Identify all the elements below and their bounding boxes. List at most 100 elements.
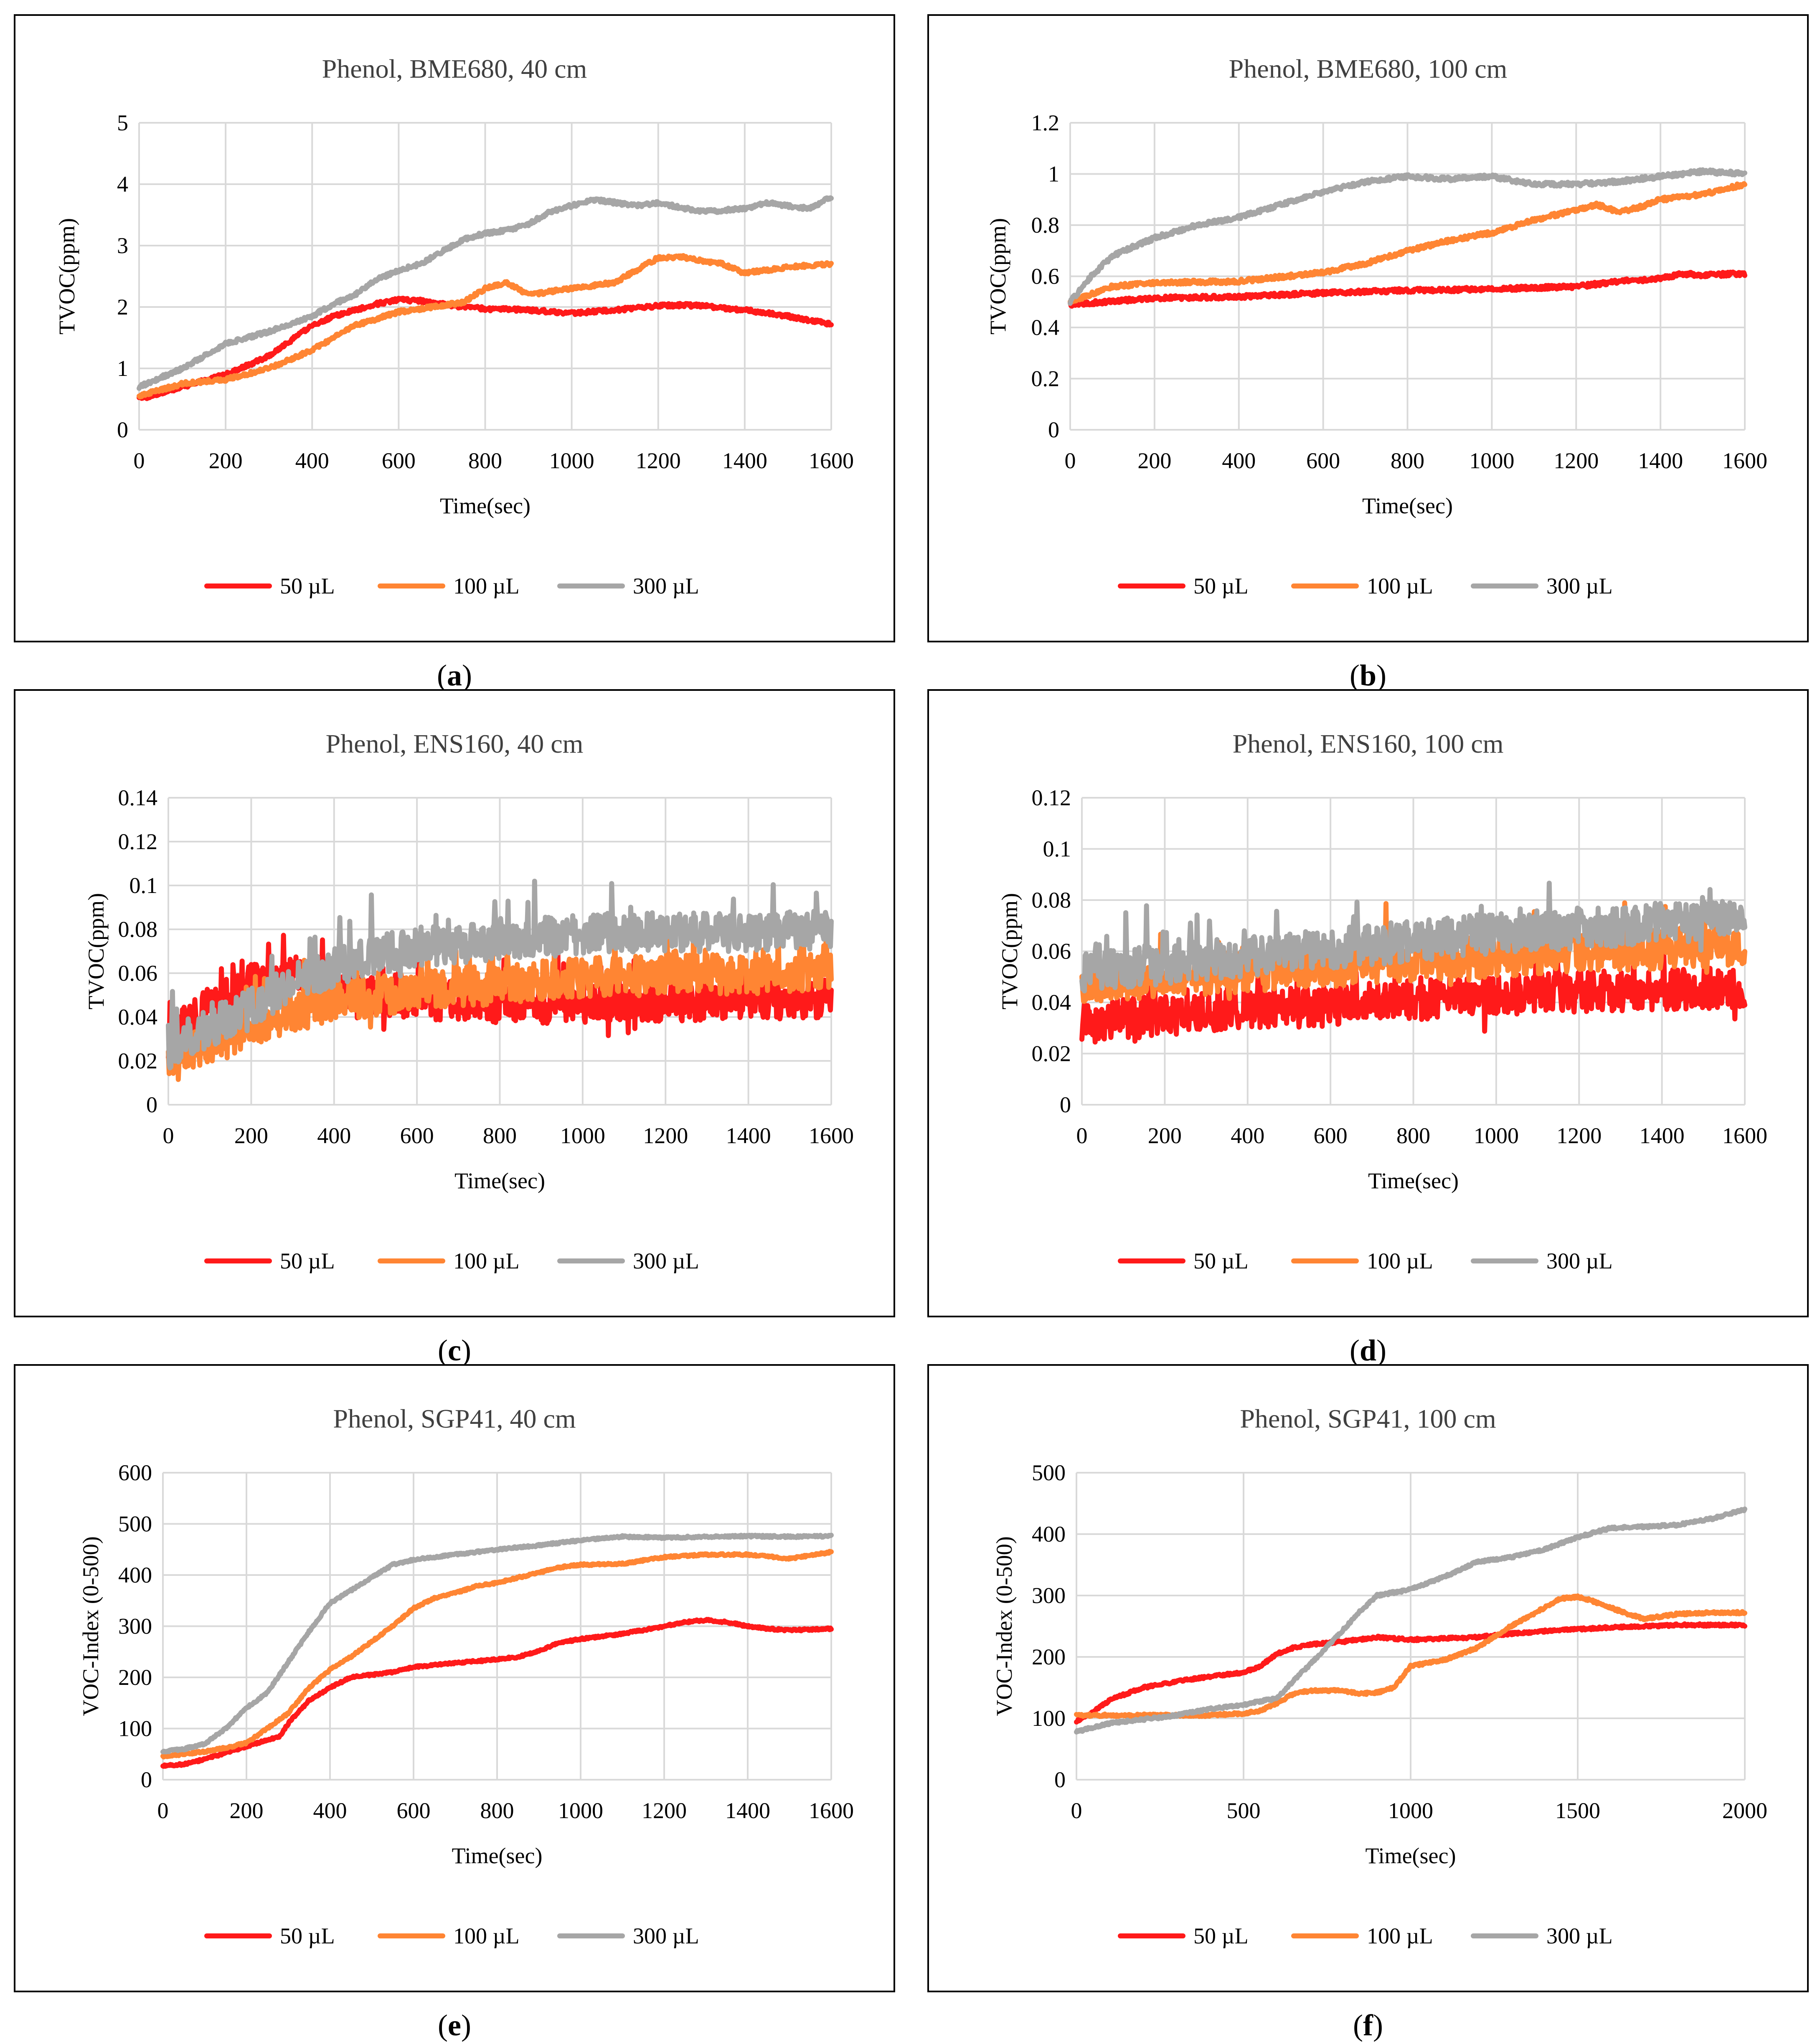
panel-caption: (b) — [1350, 659, 1386, 692]
panel-frame — [927, 1364, 1809, 1992]
x-tick-label: 0 — [1076, 1123, 1088, 1148]
panel-caption: (f) — [1353, 2009, 1383, 2042]
x-tick-label: 1000 — [549, 448, 594, 473]
x-axis-title: Time(sec) — [1362, 493, 1453, 518]
y-tick-label: 1.2 — [1031, 110, 1060, 135]
x-tick-label: 1200 — [636, 448, 681, 473]
chart-panel-d: Phenol, ENS160, 100 cm 0 0.02 0.04 0.06 0.08 0… — [927, 689, 1809, 1317]
y-axis-title: TVOC(ppm) — [997, 893, 1022, 1010]
y-tick-label: 3 — [117, 233, 128, 258]
x-tick-label: 400 — [317, 1123, 351, 1148]
x-tick-label: 1500 — [1555, 1798, 1600, 1823]
y-tick-label: 500 — [118, 1512, 152, 1537]
y-tick-label: 100 — [118, 1716, 152, 1741]
series-line-2 — [1079, 900, 1747, 1004]
x-tick-label: 200 — [234, 1123, 268, 1148]
panel-caption: (d) — [1350, 1334, 1386, 1367]
x-tick-label: 0 — [134, 448, 145, 473]
y-tick-label: 0 — [1060, 1092, 1071, 1117]
y-tick-label: 0 — [1054, 1767, 1066, 1792]
legend-label: 100 µL — [453, 1248, 520, 1273]
panel-frame — [14, 14, 895, 642]
y-tick-label: 0 — [1048, 417, 1059, 442]
y-tick-label: 0.14 — [118, 785, 158, 810]
chart-title: Phenol, ENS160, 100 cm — [1233, 729, 1504, 758]
x-tick-label: 400 — [1222, 448, 1256, 473]
panel-caption: (c) — [438, 1334, 471, 1367]
legend-label: 300 µL — [1546, 573, 1613, 599]
x-tick-label: 1200 — [643, 1123, 688, 1148]
series-line-2 — [166, 913, 834, 1082]
y-tick-label: 0.4 — [1031, 315, 1060, 340]
y-tick-label: 0.08 — [1032, 888, 1071, 913]
y-tick-label: 300 — [118, 1614, 152, 1639]
chart-title: Phenol, SGP41, 100 cm — [1240, 1404, 1496, 1433]
x-tick-label: 600 — [400, 1123, 434, 1148]
y-tick-label: 0.06 — [118, 961, 158, 986]
y-tick-label: 0.06 — [1032, 939, 1071, 964]
y-tick-label: 0.6 — [1031, 264, 1060, 289]
x-tick-label: 200 — [1148, 1123, 1182, 1148]
legend-label: 300 µL — [1546, 1248, 1613, 1273]
series-line-1 — [1079, 938, 1747, 1045]
x-tick-label: 1600 — [809, 1798, 854, 1823]
x-tick-label: 600 — [397, 1798, 431, 1823]
chart-panel-f: Phenol, SGP41, 100 cm 0 100 200 300 400 500 0 50… — [927, 1364, 1809, 1992]
x-tick-label: 1600 — [1722, 1123, 1767, 1148]
series-line-3 — [1068, 167, 1747, 306]
y-tick-label: 300 — [1032, 1583, 1066, 1608]
y-tick-label: 0.1 — [1043, 837, 1071, 862]
x-tick-label: 800 — [1391, 448, 1424, 473]
x-tick-label: 800 — [1396, 1123, 1430, 1148]
chart-panel-b: Phenol, BME680, 100 cm 0 0.2 0.4 0.6 0.8 1 1.2 0… — [927, 14, 1809, 642]
series-line-1 — [1068, 269, 1747, 309]
y-tick-label: 0.08 — [118, 917, 158, 942]
y-tick-label: 0.2 — [1031, 366, 1060, 391]
series-line-3 — [166, 878, 834, 1070]
x-tick-label: 800 — [468, 448, 502, 473]
y-tick-label: 0.02 — [118, 1048, 158, 1073]
series-line-1 — [137, 295, 834, 401]
x-axis-title: Time(sec) — [1366, 1843, 1456, 1868]
chart-panel-c: Phenol, ENS160, 40 cm 0 0.02 0.04 0.06 0.08 0.… — [14, 689, 895, 1317]
y-tick-label: 1 — [117, 356, 128, 381]
x-axis-title: Time(sec) — [1368, 1168, 1459, 1193]
x-axis-title: Time(sec) — [454, 1168, 545, 1193]
x-tick-label: 1600 — [809, 1123, 854, 1148]
y-tick-label: 200 — [118, 1665, 152, 1690]
x-tick-label: 0 — [1071, 1798, 1082, 1823]
legend-label: 300 µL — [633, 1248, 699, 1273]
x-tick-label: 200 — [230, 1798, 264, 1823]
y-tick-label: 2 — [117, 294, 128, 320]
y-tick-label: 0 — [146, 1092, 157, 1117]
y-tick-label: 200 — [1032, 1644, 1066, 1669]
legend-label: 100 µL — [1367, 1248, 1433, 1273]
x-tick-label: 400 — [313, 1798, 347, 1823]
legend-label: 100 µL — [1367, 573, 1433, 599]
legend-label: 50 µL — [280, 1248, 335, 1273]
legend-label: 50 µL — [280, 1923, 335, 1948]
x-tick-label: 600 — [1314, 1123, 1348, 1148]
x-tick-label: 0 — [157, 1798, 169, 1823]
x-tick-label: 1000 — [1388, 1798, 1433, 1823]
y-tick-label: 0.04 — [1032, 990, 1071, 1015]
series-line-2 — [160, 1549, 834, 1760]
x-tick-label: 1600 — [1722, 448, 1767, 473]
legend-label: 100 µL — [453, 573, 520, 599]
series-line-3 — [137, 195, 834, 391]
legend-label: 300 µL — [633, 1923, 699, 1948]
series-line-1 — [1074, 1621, 1747, 1725]
legend-label: 300 µL — [1546, 1923, 1613, 1948]
x-tick-label: 600 — [1306, 448, 1340, 473]
x-tick-label: 500 — [1227, 1798, 1261, 1823]
chart-panel-e: Phenol, SGP41, 40 cm 0 100 200 300 400 500 600 0… — [14, 1364, 895, 1992]
x-axis-title: Time(sec) — [452, 1843, 543, 1868]
y-tick-label: 4 — [117, 172, 128, 197]
x-tick-label: 400 — [295, 448, 329, 473]
y-tick-label: 400 — [118, 1563, 152, 1588]
y-axis-title: TVOC(ppm) — [84, 893, 109, 1010]
x-tick-label: 200 — [1137, 448, 1171, 473]
x-tick-label: 200 — [209, 448, 243, 473]
x-tick-label: 0 — [163, 1123, 174, 1148]
y-axis-title: TVOC(ppm) — [54, 218, 79, 335]
